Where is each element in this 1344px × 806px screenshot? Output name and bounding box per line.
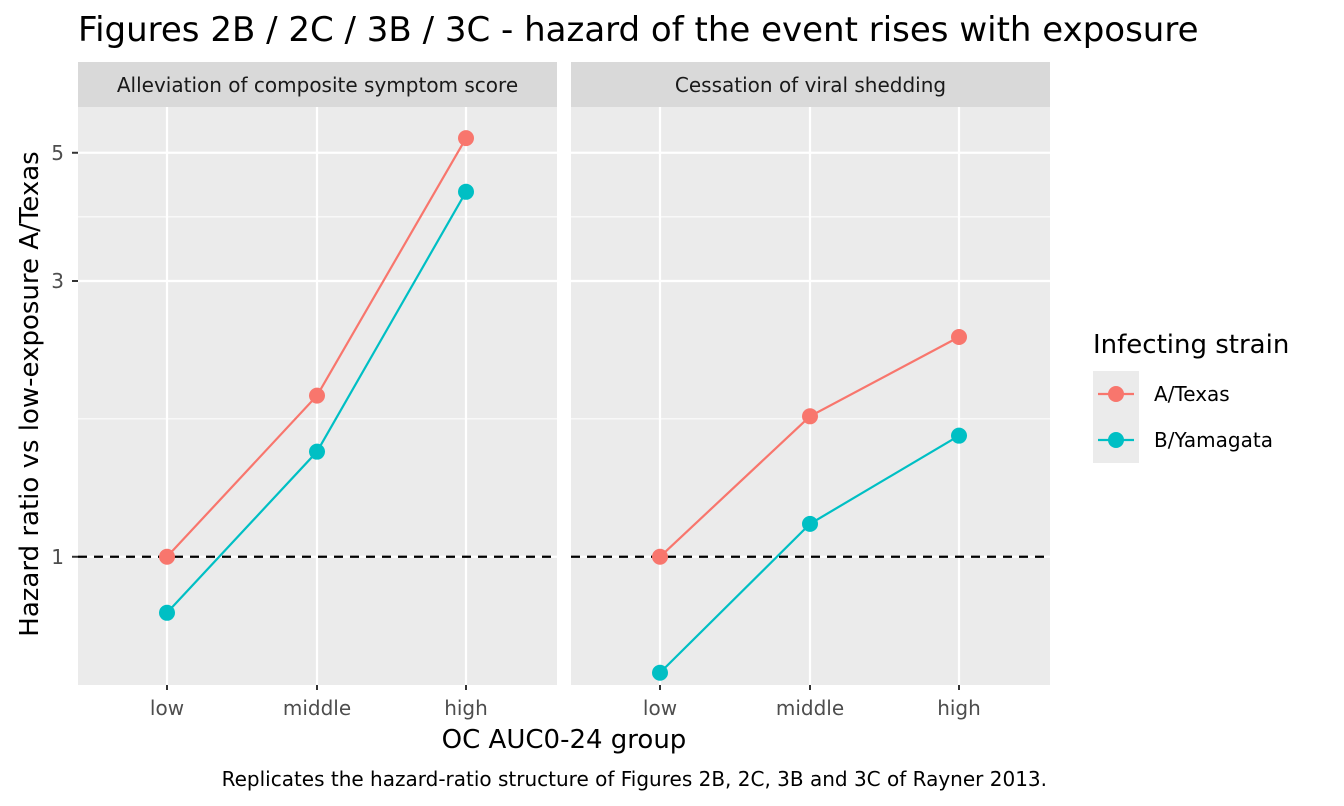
legend-label: A/Texas	[1154, 382, 1230, 406]
legend-entry-a-texas: A/Texas	[1093, 371, 1230, 417]
data-point-a-texas-low	[652, 548, 668, 565]
panel-strip	[571, 62, 1050, 107]
y-axis: 1 3 5	[51, 141, 78, 569]
panel-strip-label: Cessation of viral shedding	[675, 73, 946, 97]
panel-1: Alleviation of composite symptom score lo…	[78, 62, 557, 720]
y-tick-label: 5	[51, 141, 64, 165]
panel-strip-label: Alleviation of composite symptom score	[117, 73, 518, 97]
legend-title: Infecting strain	[1093, 330, 1289, 360]
data-point-a-texas-middle	[309, 387, 325, 404]
legend-entry-b-yamagata: B/Yamagata	[1093, 417, 1273, 463]
data-point-a-texas-high	[458, 130, 474, 147]
x-axis-title: OC AUC0-24 group	[442, 725, 687, 755]
data-point-b-yamagata-middle	[802, 515, 818, 532]
y-tick-label: 3	[51, 269, 64, 293]
data-point-b-yamagata-low	[652, 664, 668, 681]
data-point-a-texas-low	[159, 548, 175, 565]
data-point-b-yamagata-middle	[309, 443, 325, 460]
chart-caption: Replicates the hazard-ratio structure of…	[222, 767, 1047, 791]
legend: Infecting strain A/Texas B/Yamagata	[1093, 330, 1289, 463]
chart-title: Figures 2B / 2C / 3B / 3C - hazard of th…	[78, 10, 1199, 50]
data-point-a-texas-high	[951, 329, 967, 346]
x-tick-label: high	[444, 696, 488, 720]
panel-2: Cessation of viral shedding low middle high	[571, 62, 1050, 720]
legend-key-point	[1108, 386, 1124, 402]
legend-label: B/Yamagata	[1154, 428, 1273, 452]
data-point-b-yamagata-high	[951, 427, 967, 444]
data-point-b-yamagata-low	[159, 604, 175, 621]
data-point-a-texas-middle	[802, 408, 818, 425]
y-axis-title: Hazard ratio vs low-exposure A/Texas	[15, 151, 45, 636]
x-tick-label: high	[937, 696, 981, 720]
x-tick-label: middle	[776, 696, 844, 720]
x-tick-label: middle	[283, 696, 351, 720]
x-tick-label: low	[150, 696, 184, 720]
panel-strip	[78, 62, 557, 107]
legend-key-point	[1108, 432, 1124, 448]
panels: Alleviation of composite symptom score lo…	[78, 62, 1050, 720]
x-tick-label: low	[643, 696, 677, 720]
y-tick-label: 1	[51, 545, 64, 569]
data-point-b-yamagata-high	[458, 183, 474, 200]
